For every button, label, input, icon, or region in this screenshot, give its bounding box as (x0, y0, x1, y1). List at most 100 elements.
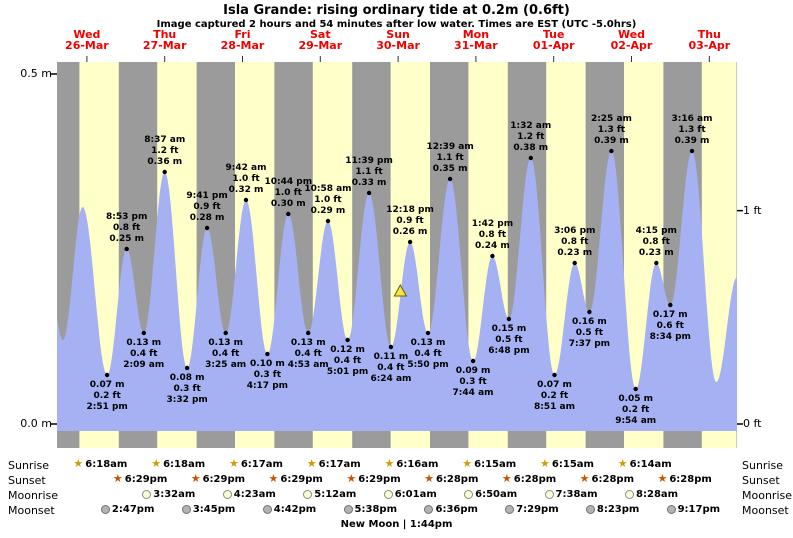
tide-annotation: 10:58 am 1.0 ft 0.29 m (304, 184, 352, 216)
sunrise-icon: ★ (73, 457, 84, 470)
tide-extreme-dot (366, 190, 372, 196)
tide-extreme-dot (506, 316, 512, 322)
moonrise-event: 4:23am (222, 488, 276, 500)
sunrise-icon: ★ (151, 457, 162, 470)
tide-extreme-dot (572, 260, 577, 266)
sunset-event: ★ 6:28pm (657, 472, 712, 485)
tide-annotation: 0.08 m 0.3 ft 3:32 pm (166, 373, 208, 405)
sunset-icon: ★ (501, 472, 512, 485)
tide-annotation: 3:06 pm 0.8 ft 0.23 m (554, 226, 596, 258)
sunrise-event: ★ 6:18am (73, 457, 128, 470)
tide-annotation: 0.05 m 0.2 ft 9:54 am (615, 394, 657, 426)
tide-extreme-dot (306, 330, 311, 336)
sunset-event: ★ 6:29pm (112, 472, 168, 485)
tide-extreme-dot (223, 330, 228, 336)
tide-annotation: 8:53 pm 0.8 ft 0.25 m (106, 212, 148, 244)
moonrise-icon (142, 489, 152, 499)
tide-extreme-dot (633, 386, 638, 392)
sunrise-event: ★ 6:17am (306, 457, 361, 470)
moonrise-icon (544, 489, 554, 499)
tide-extreme-dot (407, 239, 413, 245)
y-axis-label-metres-bottom: 0.0 m (20, 417, 52, 430)
moon-phase-text: New Moon | 1:44pm (340, 519, 453, 530)
sunrise-icon: ★ (384, 457, 395, 470)
tide-extreme-dot (609, 148, 614, 154)
tide-extreme-dot (447, 176, 453, 182)
sunset-icon: ★ (657, 472, 668, 485)
tide-extreme-dot (528, 155, 533, 161)
tide-extreme-dot (470, 358, 476, 364)
tide-annotation: 0.07 m 0.2 ft 2:51 pm (86, 380, 128, 412)
sunrise-icon: ★ (540, 457, 550, 470)
tide-extreme-dot (104, 372, 110, 378)
tide-annotation: 4:15 pm 0.8 ft 0.23 m (635, 226, 677, 258)
chart-subtitle: Image captured 2 hours and 54 minutes af… (156, 19, 637, 30)
tide-extreme-dot (124, 246, 129, 252)
sunrise-event: ★ 6:18am (151, 457, 206, 470)
almanac-row-label-right: Moonset (742, 504, 789, 517)
y-axis-label-feet-top: 1 ft (743, 204, 762, 217)
sunrise-icon: ★ (617, 457, 628, 470)
tide-extreme-dot (243, 197, 249, 203)
sunset-event: ★ 6:28pm (501, 472, 557, 485)
day-label: Sat 29-Mar (298, 28, 343, 52)
almanac-row-label-left: Sunset (8, 474, 46, 487)
sunset-event: ★ 6:29pm (346, 472, 401, 485)
tide-extreme-dot (689, 148, 695, 154)
sunset-icon: ★ (346, 472, 357, 485)
tide-annotation: 0.13 m 0.4 ft 5:50 pm (407, 338, 449, 370)
tide-annotation: 8:37 am 1.2 ft 0.36 m (144, 135, 186, 167)
tide-annotation: 0.11 m 0.4 ft 6:24 am (370, 352, 412, 384)
tide-extreme-dot (388, 344, 394, 350)
tide-annotation: 0.10 m 0.3 ft 4:17 pm (246, 359, 289, 391)
day-label: Wed 02-Apr (610, 28, 653, 52)
tide-annotation: 0.12 m 0.4 ft 5:01 pm (326, 345, 369, 377)
tide-annotation: 3:16 am 1.3 ft 0.39 m (671, 114, 713, 146)
tide-extreme-dot (184, 365, 190, 371)
tide-annotation: 0.13 m 0.4 ft 3:25 am (205, 338, 247, 370)
day-label: Wed 26-Mar (65, 28, 109, 52)
almanac-row-label-left: Moonrise (8, 489, 58, 502)
moonset-icon (505, 504, 515, 514)
moonset-event: 8:23pm (585, 503, 639, 515)
almanac-row-label-left: Moonset (8, 504, 55, 517)
sunrise-event: ★ 6:17am (228, 457, 283, 470)
day-label: Thu 27-Mar (142, 28, 187, 52)
current-time-marker (393, 283, 408, 297)
tide-annotation: 0.15 m 0.5 ft 6:48 pm (488, 324, 530, 356)
sunset-icon: ★ (112, 472, 123, 485)
tide-annotation: 1:42 pm 0.8 ft 0.24 m (471, 219, 514, 251)
tide-extreme-dot (668, 302, 673, 308)
day-label: Tue 01-Apr (532, 28, 575, 52)
tide-annotation: 2:25 am 1.3 ft 0.39 m (590, 114, 632, 146)
tide-extreme-dot (345, 337, 350, 343)
tide-extreme-dot (141, 330, 146, 336)
tide-annotation: 1:32 am 1.2 ft 0.38 m (510, 121, 552, 153)
sunset-icon: ★ (424, 472, 434, 485)
moonset-icon (424, 504, 434, 514)
sunrise-icon: ★ (462, 457, 473, 470)
tide-extreme-dot (162, 169, 167, 175)
moonrise-event: 5:12am (303, 488, 356, 500)
sunrise-icon: ★ (306, 457, 317, 470)
moonrise-icon (464, 489, 474, 499)
tide-annotation: 0.17 m 0.6 ft 8:34 pm (649, 310, 691, 342)
day-label: Thu 03-Apr (688, 28, 731, 52)
tide-extreme-dot (265, 351, 270, 357)
moonset-icon (100, 504, 110, 514)
moonrise-event: 8:28am (625, 488, 678, 500)
tide-extreme-dot (325, 218, 331, 224)
moonset-event: 3:45pm (181, 503, 235, 515)
moonset-event: 6:36pm (424, 503, 478, 515)
moonrise-event: 6:01am (383, 488, 437, 500)
tide-extreme-dot (552, 372, 557, 378)
moonset-icon (343, 504, 353, 514)
day-label: Fri 28-Mar (220, 28, 265, 52)
sunrise-event: ★ 6:15am (540, 457, 594, 470)
moonset-event: 9:17pm (666, 503, 720, 515)
tide-annotation: 12:39 am 1.1 ft 0.35 m (426, 142, 474, 174)
almanac-row-label-left: Sunrise (8, 459, 50, 472)
tide-extreme-dot (587, 309, 592, 315)
